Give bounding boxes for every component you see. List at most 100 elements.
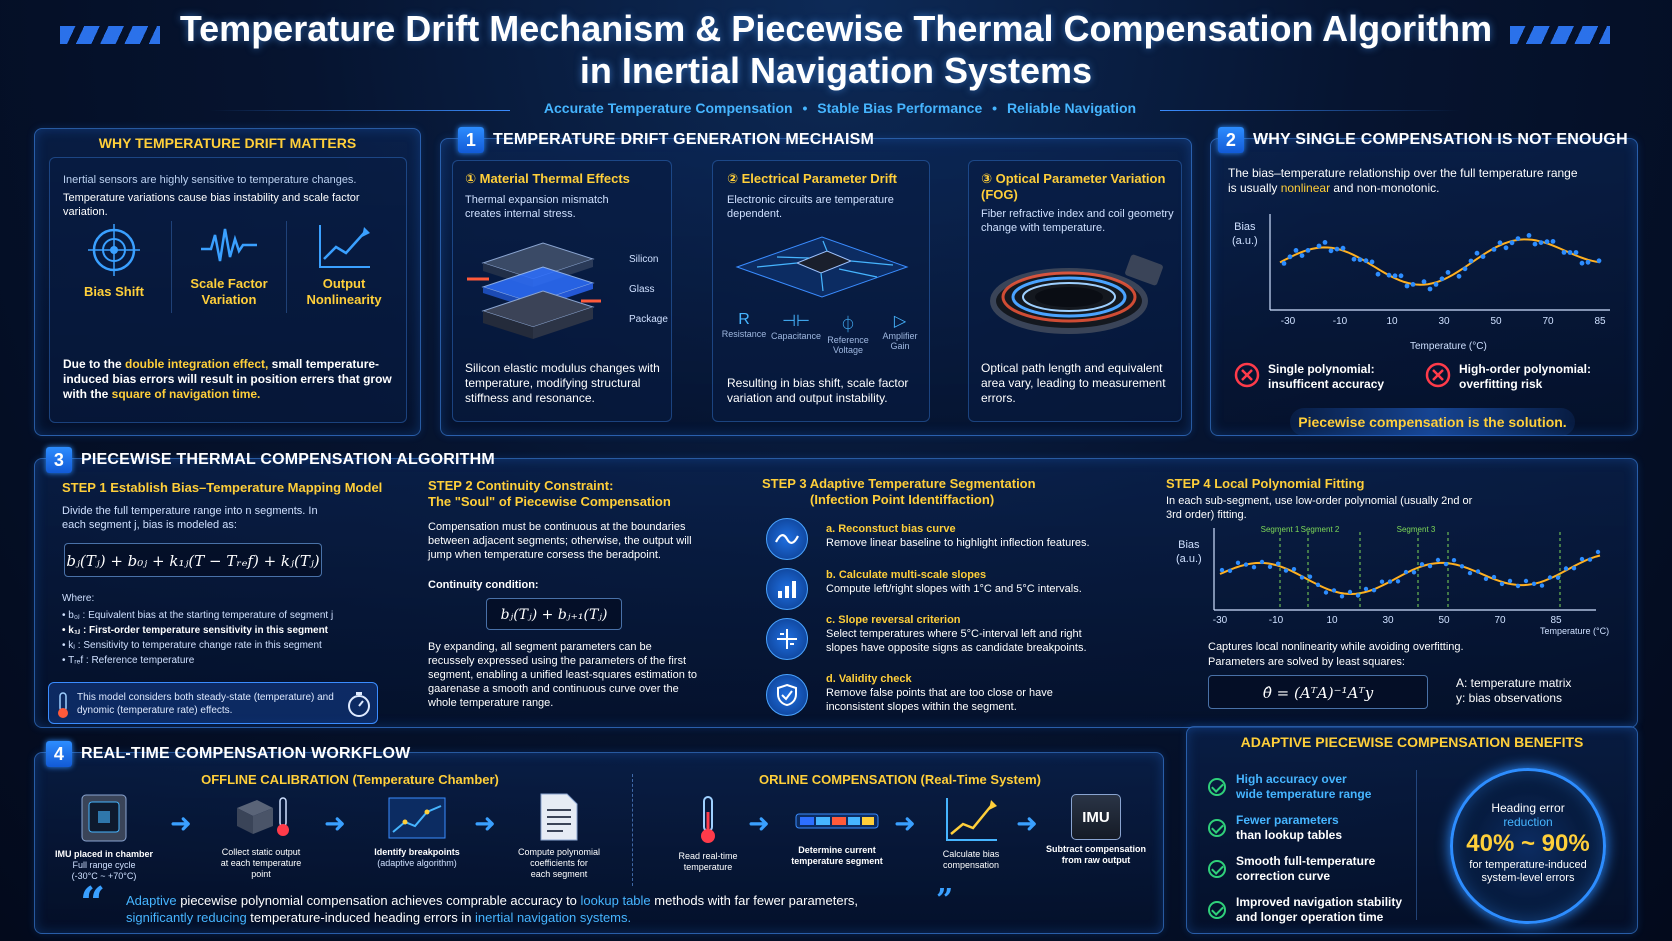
bias-sample-point (1395, 579, 1401, 584)
trend-chart-icon (319, 225, 370, 268)
quote-highlight: lookup table (580, 893, 651, 908)
step3-item-d: d. Validity check Remove false points tha… (826, 672, 1106, 714)
benefit-item: Improved navigation stability and longer … (1208, 889, 1418, 930)
shield-check-icon-circle (766, 674, 808, 716)
step-label: IMU placed in chamber (54, 849, 154, 859)
benefit-line: Fewer parameters (1236, 812, 1339, 827)
step-tag: STEP 2 (428, 478, 473, 493)
bias-sample-point (1235, 560, 1241, 565)
step-tag: STEP 4 (1166, 476, 1211, 491)
section-title-text: REAL-TIME COMPENSATION WORKFLOW (81, 745, 411, 762)
bias-sample-point (1403, 569, 1409, 575)
bias-sample-point (1523, 578, 1529, 584)
offline-step-breakpoints: Identify breakpoints (adaptive algorithm… (362, 796, 472, 869)
card-title: ③ Optical Parameter Variation (FOG) (981, 171, 1166, 202)
bias-sample-point (1363, 258, 1369, 264)
x-tick-label: -30 (1281, 316, 1296, 327)
bias-sample-point (1357, 257, 1363, 263)
component-label: Capacitance (771, 331, 822, 341)
bias-sample-point (1334, 246, 1340, 252)
layer-label-silicon: Silicon (629, 254, 659, 265)
ring-label: Heading error (1491, 801, 1565, 815)
bias-temperature-chart: -30 -10 10 30 50 70 85 (1269, 214, 1610, 327)
quote-highlight: inertial navigation systems. (475, 910, 632, 925)
bias-sample-point (1433, 282, 1439, 287)
step4-foot2: Parameters are solved by least squares: (1208, 656, 1405, 668)
why-matters-inner (49, 157, 407, 423)
bias-sample-point (1555, 575, 1561, 580)
title-line-2: in Inertial Navigation Systems (579, 50, 1093, 91)
bias-sample-point (1243, 562, 1249, 567)
step-tag: STEP 1 (62, 480, 107, 495)
section2-title: 2 WHY SINGLE COMPENSATION IS NOT ENOUGH (1218, 127, 1628, 153)
subtitle-item: Stable Bias Performance (817, 100, 983, 116)
segment-label: Segment 2 (1301, 526, 1340, 534)
fail-text: High-order polynomial: overfitting risk (1459, 362, 1591, 391)
x-tick-label: 70 (1542, 316, 1554, 327)
item-title: b. Calculate multi-scale slopes (826, 569, 987, 581)
bias-sample-point (1561, 250, 1567, 255)
stopwatch-icon (348, 692, 370, 717)
x-tick-label: 10 (1386, 316, 1398, 327)
section-number-badge: 1 (458, 127, 484, 153)
bar-chart-icon-circle (766, 568, 808, 610)
header-rule-left (210, 110, 510, 111)
effect-label: Output Nonlinearity (306, 276, 382, 307)
benefit-line: High accuracy over (1236, 771, 1347, 786)
step3-item-b: b. Calculate multi-scale slopes Compute l… (826, 568, 1096, 596)
online-step-read-temp: Read real-time temperature (660, 794, 756, 873)
bias-sample-point (1291, 567, 1297, 572)
curve-icon-circle (766, 518, 808, 560)
step-label: Compute polynomial coefficients for each… (517, 847, 601, 879)
why-matters-panel: WHY TEMPERATURE DRIFT MATTERS Inertial s… (34, 128, 421, 436)
crosshair-icon-circle (766, 618, 808, 660)
check-icon (1208, 818, 1226, 837)
layer-stack-illustration (467, 242, 601, 339)
bar-chart-icon (778, 581, 796, 598)
benefit-line: Improved navigation stability (1236, 894, 1403, 909)
step-tag: STEP 3 (762, 476, 807, 491)
component-label: Amplifier Gain (882, 331, 918, 351)
note-text: Due to the (63, 357, 125, 371)
solution-banner: Piecewise compensation is the solution. (1290, 408, 1575, 436)
fail-text: Single polynomial: insufficent accuracy (1268, 362, 1385, 391)
ring-value: 40% ~ 90% (1466, 830, 1590, 857)
formula-legend: A: temperature matrix y: bias observatio… (1456, 676, 1571, 706)
def-text: kⱼ : Sensitivity to temperature change r… (68, 640, 322, 651)
section-title-text: PIECEWISE THERMAL COMPENSATION ALGORITHM (81, 451, 495, 468)
desc-highlight: nonlinear (1280, 181, 1331, 195)
card-foot: Resulting in bias shift, scale factor va… (727, 376, 909, 405)
bias-sample-point (1287, 254, 1293, 260)
subtitle-item: Reliable Navigation (1006, 100, 1137, 116)
benefit-line: than lookup tables (1236, 827, 1343, 842)
effect-bias-shift: Bias Shift (57, 221, 172, 313)
offline-step-chamber: IMU placed in chamber Full range cycle (… (48, 792, 160, 882)
bias-sample-point (1419, 562, 1425, 567)
bias-sample-point (1585, 259, 1591, 265)
step2-formula: bⱼ(Tⱼ) + bⱼ₊₁(Tⱼ) (486, 598, 622, 630)
bias-sample-point (1451, 558, 1457, 563)
item-desc: Remove linear baseline to highlight infl… (826, 537, 1090, 549)
bias-sample-point (1443, 561, 1449, 567)
bias-sample-point (1404, 283, 1410, 289)
header-stripes-left (60, 26, 160, 44)
thermometer-icon (58, 692, 68, 718)
bias-sample-point (1411, 570, 1417, 575)
bias-sample-point (1595, 549, 1601, 555)
bias-sample-point (1445, 270, 1451, 275)
bias-sample-point (1439, 276, 1445, 282)
effect-label: Scale Factor Variation (190, 276, 268, 307)
bias-sample-point (1435, 557, 1441, 563)
online-step-calc: Calculate bias compensation (926, 796, 1016, 871)
offline-step-coefficients: Compute polynomial coefficients for each… (504, 792, 614, 880)
step1-title: STEP 1 Establish Bias–Temperature Mappin… (62, 480, 392, 496)
bias-sample-point (1547, 575, 1553, 580)
item-desc: Remove false points that are too close o… (826, 687, 1053, 713)
why-matters-note: Due to the double integration effect, sm… (63, 357, 401, 402)
bias-sample-point (1544, 239, 1550, 245)
layer-label-package: Package (629, 314, 668, 325)
bias-sample-point (1571, 566, 1577, 571)
flow-arrow-icon: ➜ (170, 808, 192, 838)
check-icon (1208, 859, 1226, 878)
quote-open-icon: “ (80, 878, 106, 929)
